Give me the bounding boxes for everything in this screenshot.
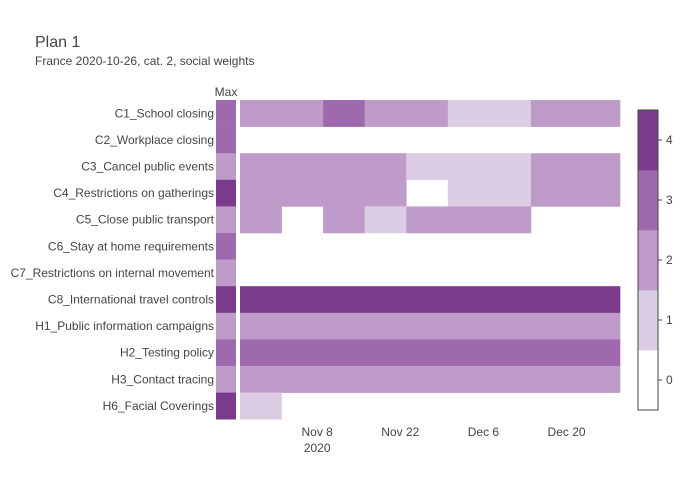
x-tick-label: Nov 22: [381, 425, 419, 439]
max-column-label: Max: [215, 85, 238, 99]
max-cell: [216, 286, 236, 314]
colorbar-band: [638, 230, 658, 291]
chart-subtitle: France 2020-10-26, cat. 2, social weight…: [35, 54, 255, 68]
chart-title: Plan 1: [35, 34, 81, 51]
max-cell: [216, 233, 236, 260]
heatmap-cell: [406, 206, 532, 234]
heatmap-cell: [323, 100, 365, 127]
row-label: H1_Public information campaigns: [35, 319, 214, 333]
heatmap-cell: [364, 100, 449, 127]
max-cell: [216, 126, 236, 154]
colorbar-band: [638, 290, 658, 351]
max-cell: [216, 179, 236, 207]
x-tick-label: Nov 8: [302, 425, 334, 439]
colorbar-tick-label: 4: [666, 133, 673, 147]
heatmap-cell: [240, 392, 282, 420]
heatmap-cell: [364, 206, 407, 234]
row-label: C1_School closing: [115, 106, 214, 120]
heatmap-cell: [240, 206, 282, 234]
heatmap-cell: [240, 153, 407, 181]
x-tick-label: Dec 20: [548, 425, 586, 439]
colorbar-band: [638, 170, 658, 231]
colorbar-band: [638, 110, 658, 171]
max-cell: [216, 259, 236, 287]
row-label: C3_Cancel public events: [81, 160, 214, 174]
heatmap-cell: [240, 179, 407, 207]
heatmap-cell: [530, 153, 621, 181]
heatmap-cell: [323, 206, 365, 234]
max-cell: [216, 392, 236, 420]
row-label: C5_Close public transport: [76, 213, 215, 227]
x-tick-year-label: 2020: [304, 441, 331, 455]
row-label: C6_Stay at home requirements: [48, 239, 214, 253]
colorbar-tick-label: 2: [666, 253, 673, 267]
row-label: C7_Restrictions on internal movement: [11, 266, 215, 280]
heatmap-cell: [240, 366, 621, 393]
heatmap-cell: [530, 179, 621, 207]
row-label: C2_Workplace closing: [95, 133, 214, 147]
heatmap-cell: [240, 100, 324, 127]
max-cell: [216, 366, 236, 393]
max-cell: [216, 312, 236, 340]
max-cell: [216, 100, 236, 127]
colorbar-tick-label: 3: [666, 193, 673, 207]
heatmap-cell: [447, 100, 532, 127]
heatmap-cell: [530, 100, 621, 127]
colorbar-tick-label: 0: [666, 373, 673, 387]
heatmap-cell: [240, 286, 621, 314]
x-tick-label: Dec 6: [468, 425, 500, 439]
max-cell: [216, 339, 236, 367]
heatmap-cell: [240, 312, 621, 340]
row-label: C8_International travel controls: [48, 293, 214, 307]
heatmap-cell: [447, 179, 532, 207]
row-label: C4_Restrictions on gatherings: [53, 186, 214, 200]
row-label: H2_Testing policy: [120, 346, 214, 360]
row-label: H6_Facial Coverings: [103, 399, 214, 413]
colorbar-tick-label: 1: [666, 313, 673, 327]
heatmap-cell: [406, 153, 532, 181]
max-cell: [216, 206, 236, 234]
max-cell: [216, 153, 236, 181]
heatmap-cell: [240, 339, 621, 367]
colorbar-band: [638, 350, 658, 411]
row-label: H3_Contact tracing: [111, 372, 214, 386]
